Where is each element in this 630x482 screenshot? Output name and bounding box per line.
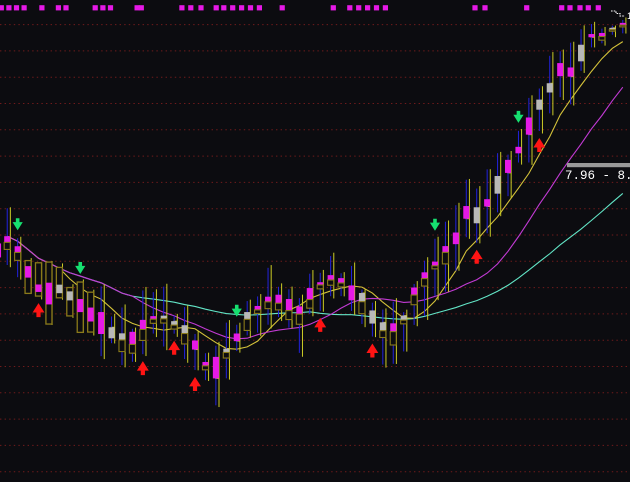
svg-text:7.96 - 8.02: 7.96 - 8.02 (565, 169, 630, 183)
